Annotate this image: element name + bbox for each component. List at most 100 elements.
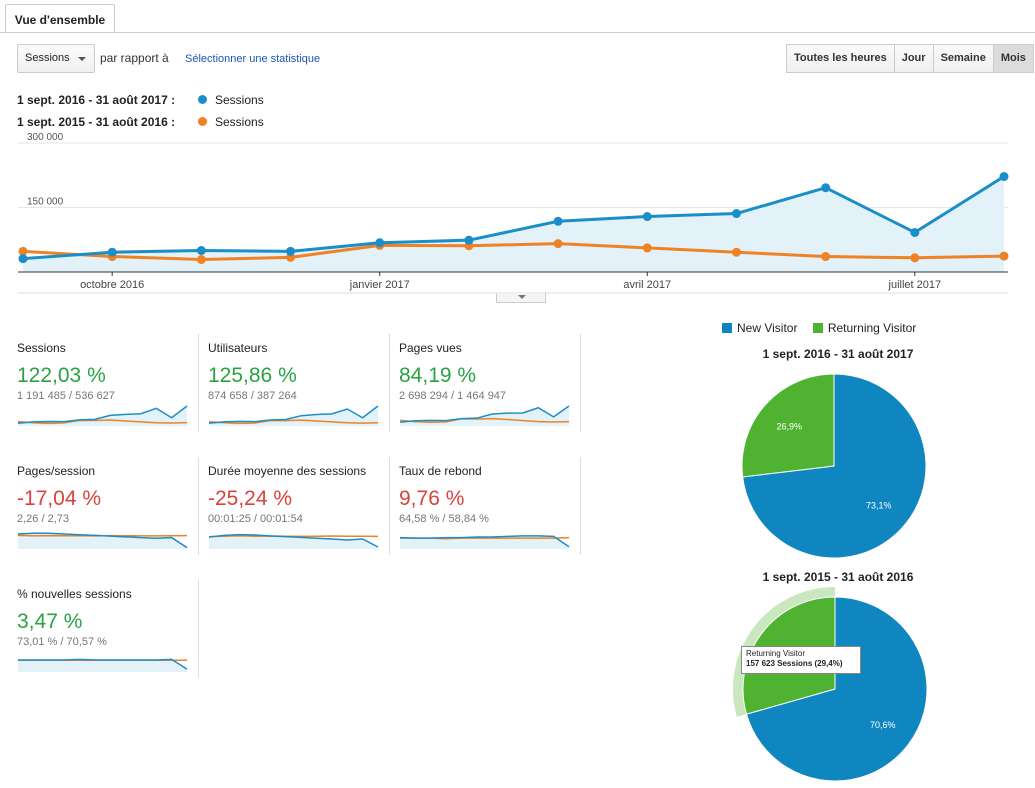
tile-separator xyxy=(198,457,199,555)
metric-tile[interactable]: Taux de rebond 9,76 % 64,58 % / 58,84 % xyxy=(399,457,589,563)
current-point[interactable] xyxy=(18,254,28,264)
tile-separator xyxy=(580,334,581,432)
previous-point[interactable] xyxy=(196,255,206,265)
metric-tile[interactable]: Durée moyenne des sessions -25,24 % 00:01:… xyxy=(208,457,398,563)
previous-point[interactable] xyxy=(18,246,28,256)
range-button-2[interactable]: Semaine xyxy=(932,44,994,73)
sparkline-previous xyxy=(17,419,188,425)
legend-previous-series: Sessions xyxy=(215,115,264,129)
previous-series-line xyxy=(22,242,1005,262)
legend-current-series: Sessions xyxy=(215,93,264,107)
pie-slice-label: 73,1% xyxy=(866,501,892,511)
sparkline xyxy=(17,532,188,549)
chart-expander[interactable] xyxy=(496,293,546,303)
x-tick-label: janvier 2017 xyxy=(349,279,410,291)
current-point[interactable] xyxy=(821,183,831,193)
metric-name: Pages vues xyxy=(399,341,462,355)
sparkline-area xyxy=(18,406,187,426)
metric-tile[interactable]: Pages/session -17,04 % 2,26 / 2,73 xyxy=(17,457,207,563)
current-point[interactable] xyxy=(910,227,920,237)
sparkline-current xyxy=(18,658,188,670)
current-point[interactable] xyxy=(196,246,206,255)
sparkline xyxy=(208,533,379,549)
current-point[interactable] xyxy=(731,209,741,219)
chevron-down-icon xyxy=(78,57,86,61)
time-range-buttons: Toutes les heures Jour Semaine Mois xyxy=(786,44,1034,73)
pie-tooltip: Returning Visitor 157 623 Sessions (29,4… xyxy=(741,646,861,674)
range-button-0[interactable]: Toutes les heures xyxy=(786,44,895,73)
metric-change: 125,86 % xyxy=(208,364,297,387)
sparkline-current xyxy=(399,405,570,423)
y-tick-label: 150 000 xyxy=(27,197,64,208)
previous-point[interactable] xyxy=(910,253,920,263)
metric-select-label: Sessions xyxy=(25,52,70,64)
tab-overview[interactable]: Vue d'ensemble xyxy=(5,4,115,33)
legend-returning-visitor: Returning Visitor xyxy=(827,321,917,335)
legend-previous-period: 1 sept. 2015 - 31 août 2016 : xyxy=(17,115,176,129)
metric-change: -17,04 % xyxy=(17,487,102,510)
sparkline-area xyxy=(209,534,378,549)
current-point[interactable] xyxy=(286,246,296,256)
current-point[interactable] xyxy=(464,235,474,245)
sparkline-area xyxy=(18,533,187,549)
tile-separator xyxy=(198,580,199,678)
x-tick-label: octobre 2016 xyxy=(80,279,144,291)
metric-name: Durée moyenne des sessions xyxy=(208,464,367,478)
x-tick-label: avril 2017 xyxy=(623,279,671,291)
tooltip-text: 157 623 Sessions (29,4%) xyxy=(746,659,843,668)
metric-select[interactable]: Sessions xyxy=(17,44,95,73)
current-point[interactable] xyxy=(999,172,1009,182)
previous-point[interactable] xyxy=(731,247,741,257)
sparkline xyxy=(399,405,570,426)
sparkline-area xyxy=(209,406,378,426)
metric-change: 122,03 % xyxy=(17,364,106,387)
select-stat-link[interactable]: Sélectionner une statistique xyxy=(185,53,321,65)
metric-values: 00:01:25 / 00:01:54 xyxy=(208,513,303,525)
metric-tile[interactable]: Utilisateurs 125,86 % 874 658 / 387 264 xyxy=(208,334,398,440)
metric-values: 2 698 294 / 1 464 947 xyxy=(399,390,507,402)
versus-label: par rapport à xyxy=(100,51,169,65)
current-point[interactable] xyxy=(553,216,563,226)
sparkline xyxy=(17,405,188,426)
metric-change: 84,19 % xyxy=(399,364,477,387)
returning-visitor-swatch xyxy=(812,323,823,333)
legend-new-visitor: New Visitor xyxy=(737,321,798,335)
pie2-title: 1 sept. 2015 - 31 août 2016 xyxy=(762,570,914,584)
pie-previous: 70,6% xyxy=(733,587,928,782)
previous-point[interactable] xyxy=(821,252,831,262)
previous-point[interactable] xyxy=(553,239,563,249)
tile-separator xyxy=(389,334,390,432)
range-button-1[interactable]: Jour xyxy=(893,44,934,73)
metric-name: Taux de rebond xyxy=(399,464,482,478)
metric-name: Utilisateurs xyxy=(208,341,268,355)
metric-name: Sessions xyxy=(17,341,66,355)
pie-legend: New Visitor Returning Visitor xyxy=(722,321,916,335)
tooltip-title: Returning Visitor xyxy=(746,649,805,658)
previous-point[interactable] xyxy=(642,243,652,253)
tile-separator xyxy=(580,457,581,555)
metric-tile[interactable]: % nouvelles sessions 3,47 % 73,01 % / 70,5… xyxy=(17,580,207,686)
previous-point[interactable] xyxy=(999,251,1009,261)
sparkline xyxy=(208,405,379,426)
metric-name: % nouvelles sessions xyxy=(17,587,132,601)
legend-previous-dot xyxy=(198,117,207,126)
legend-previous: 1 sept. 2015 - 31 août 2016 : Sessions xyxy=(17,115,264,129)
chevron-down-icon xyxy=(518,295,526,299)
current-point[interactable] xyxy=(375,238,385,248)
tile-separator xyxy=(198,334,199,432)
current-area xyxy=(23,176,1004,272)
metric-tile[interactable]: Pages vues 84,19 % 2 698 294 / 1 464 947 xyxy=(399,334,589,440)
metric-tile[interactable]: Sessions 122,03 % 1 191 485 / 536 627 xyxy=(17,334,207,440)
metric-change: 9,76 % xyxy=(399,487,465,510)
metric-name: Pages/session xyxy=(17,464,96,478)
sessions-line-chart: 150 000 300 000 octobre 2016 janvier 2017 av… xyxy=(18,132,1009,294)
new-visitor-swatch xyxy=(722,323,732,333)
pie-slice-returning-visitor[interactable] xyxy=(741,373,835,478)
sparkline-current xyxy=(208,533,379,548)
range-button-3[interactable]: Mois xyxy=(992,44,1034,73)
pie-slice-new-visitor[interactable] xyxy=(745,596,928,782)
sparkline xyxy=(399,535,570,549)
current-point[interactable] xyxy=(642,212,652,222)
current-point[interactable] xyxy=(107,247,117,257)
sparkline-current xyxy=(399,535,570,548)
